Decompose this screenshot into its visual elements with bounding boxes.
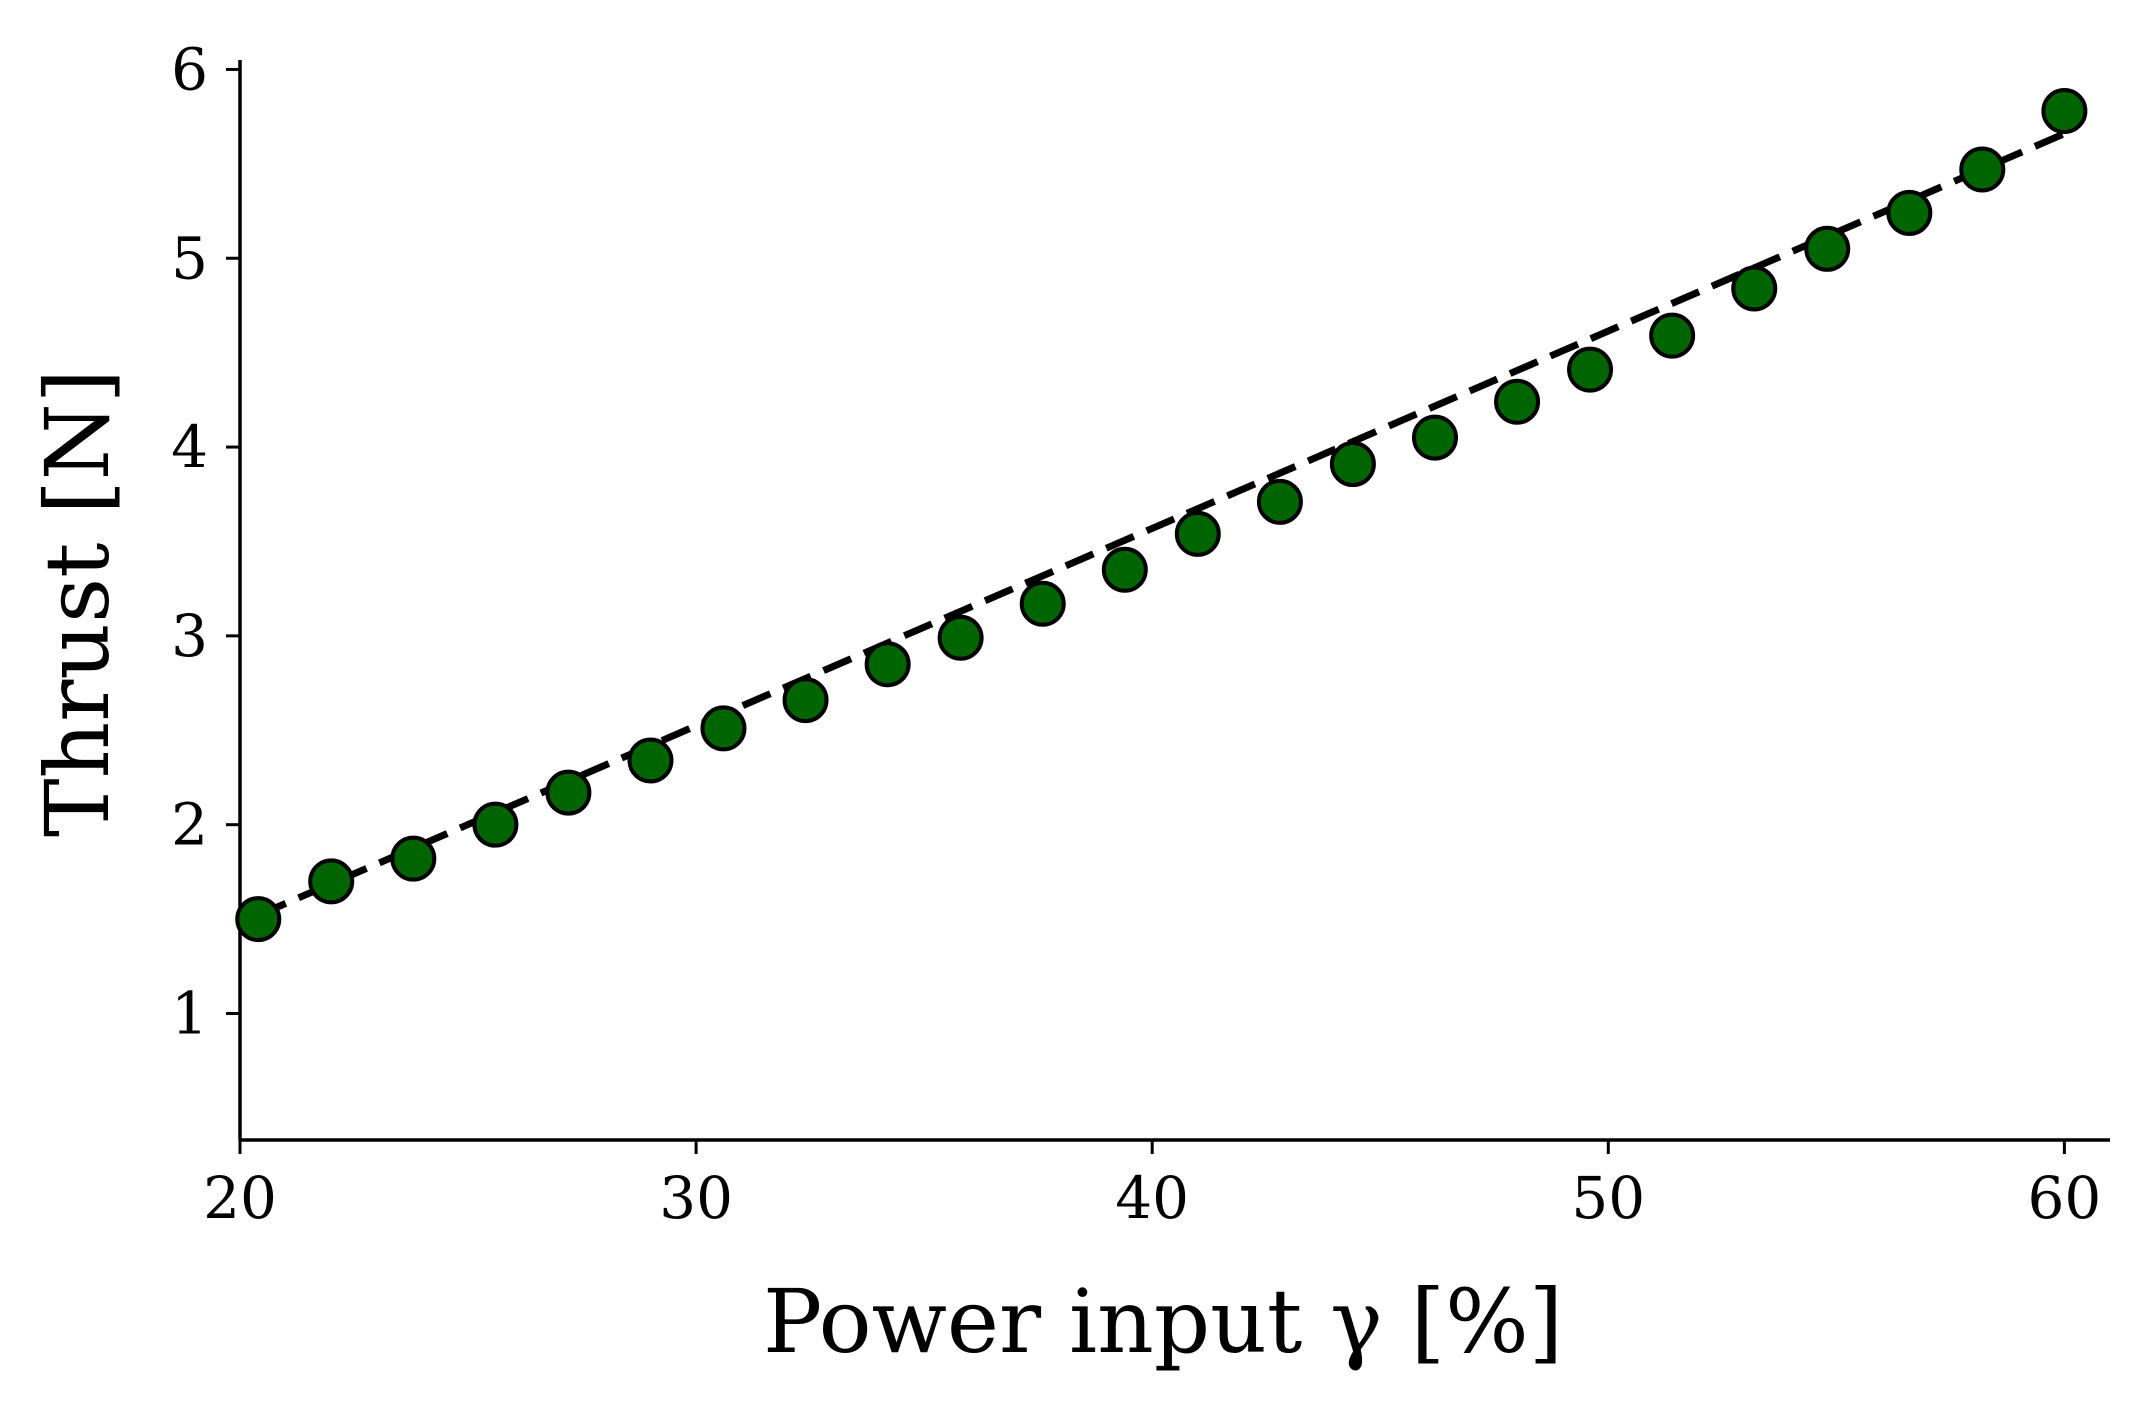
data-point	[864, 641, 911, 688]
y-tick-label: 3	[171, 602, 208, 670]
x-axis-label: Power input γ [%]	[763, 1270, 1563, 1373]
x-tick-label: 60	[2027, 1164, 2101, 1232]
data-point	[1494, 378, 1541, 425]
y-tick-label: 6	[171, 35, 208, 103]
data-point	[308, 858, 355, 905]
data-point	[1329, 441, 1376, 488]
data-point	[1174, 510, 1221, 557]
data-point	[1649, 312, 1696, 359]
data-point	[472, 801, 519, 848]
data-point	[235, 896, 282, 943]
fit-line-group	[256, 130, 2066, 919]
x-tick-label: 20	[203, 1164, 277, 1232]
data-point	[1101, 546, 1148, 593]
data-point	[782, 677, 829, 724]
x-tick-label: 40	[1115, 1164, 1189, 1232]
y-tick-label: 1	[171, 979, 208, 1047]
fit-line	[256, 130, 2066, 919]
data-point	[1886, 189, 1933, 236]
y-tick-label: 4	[171, 413, 208, 481]
data-point	[545, 769, 592, 816]
data-point	[700, 705, 747, 752]
data-point	[390, 835, 437, 882]
data-point	[1019, 580, 1066, 627]
tick-labels-group: 20 30 40 50 60 1 2 3 4 5 6	[171, 35, 2101, 1232]
data-point	[937, 614, 984, 661]
data-point	[1411, 414, 1458, 461]
data-point	[1804, 225, 1851, 272]
x-tick-label: 30	[659, 1164, 733, 1232]
y-axis-label: Thrust [N]	[26, 369, 129, 837]
data-point	[1567, 346, 1614, 393]
y-tick-label: 2	[171, 791, 208, 859]
x-tick-label: 50	[1571, 1164, 1645, 1232]
y-tick-label: 5	[171, 224, 208, 292]
data-point	[2041, 87, 2088, 134]
axes-group	[226, 60, 2110, 1154]
data-point	[627, 737, 674, 784]
data-point	[1731, 265, 1778, 312]
data-point	[1959, 146, 2006, 193]
data-point	[1256, 478, 1303, 525]
data-points-group	[235, 87, 2088, 943]
